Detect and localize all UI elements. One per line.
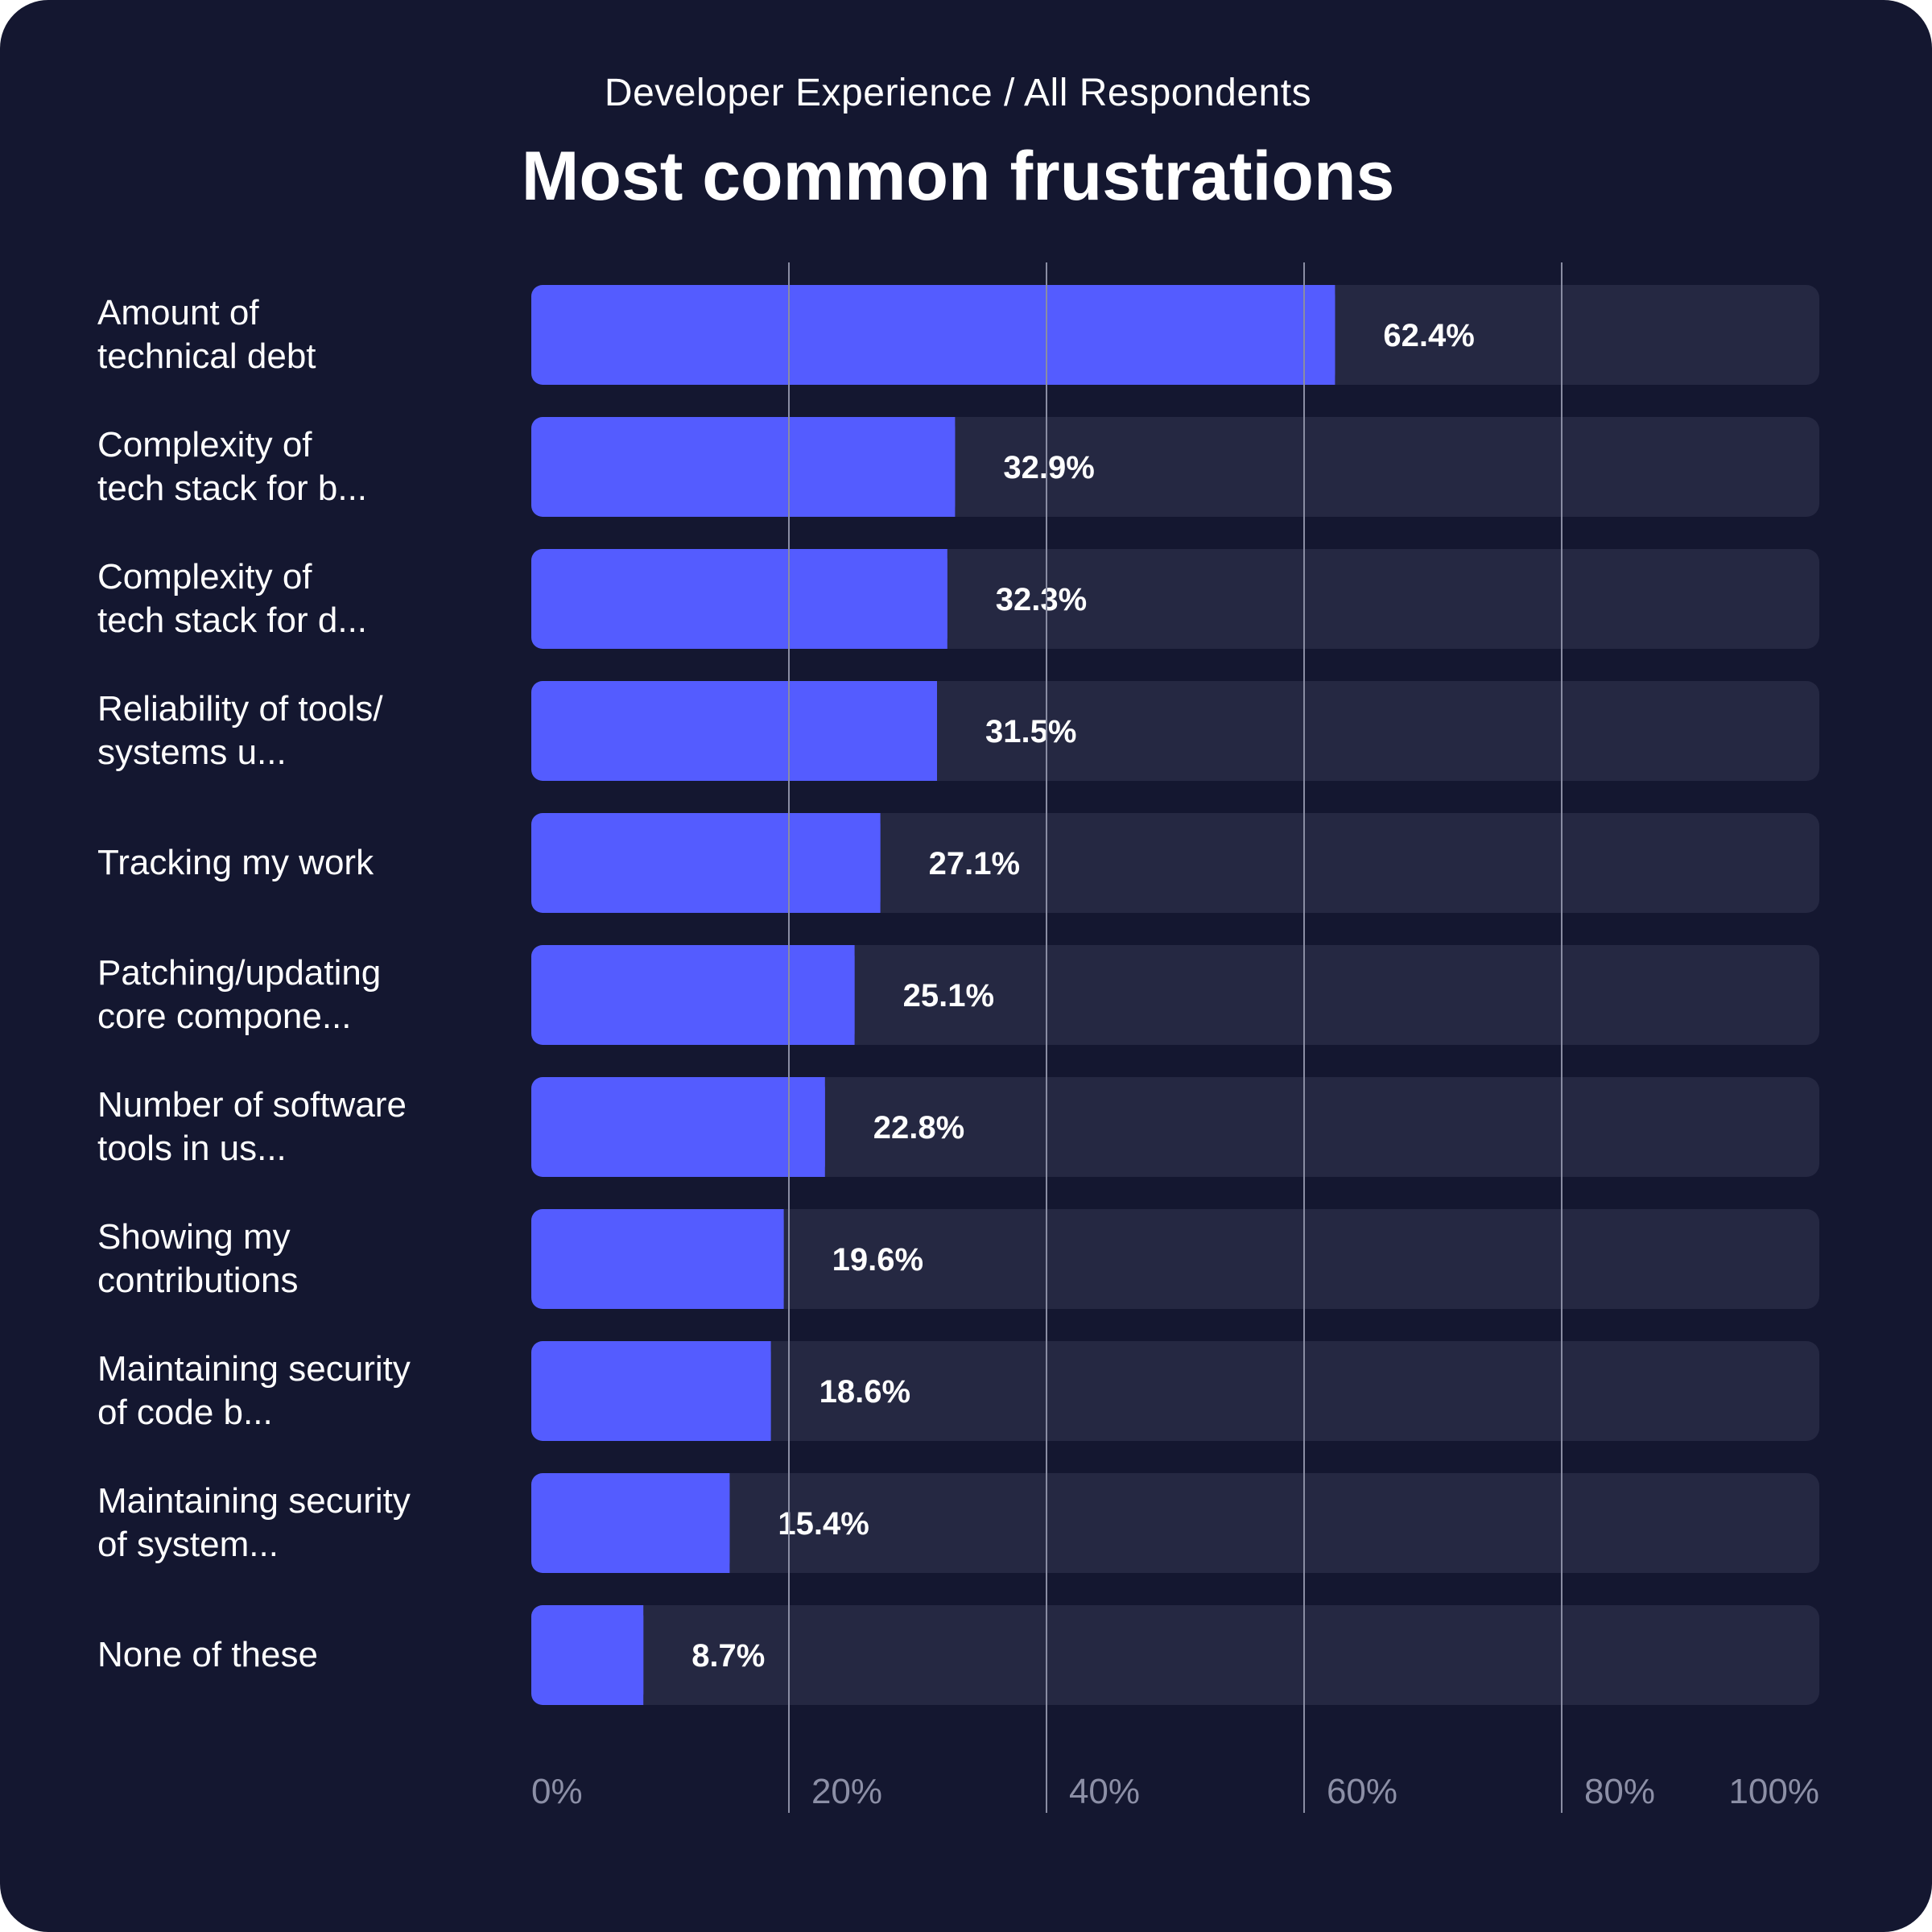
bar: [531, 417, 956, 517]
bar-end: [841, 945, 855, 1045]
category-label: Amount of technical debt: [97, 293, 316, 376]
data-label: 19.6%: [832, 1242, 923, 1278]
bar: [531, 681, 937, 781]
bar-track: [531, 1473, 1819, 1573]
data-label: 25.1%: [903, 978, 994, 1013]
bar: [531, 1209, 784, 1309]
bar-end: [867, 813, 881, 913]
bar-end: [770, 1209, 784, 1309]
x-tick-label: 0%: [531, 1772, 583, 1811]
x-tick-label: 80%: [1584, 1772, 1655, 1811]
bar-end: [758, 1341, 771, 1441]
bar-end: [630, 1605, 644, 1705]
category-label: Maintaining security of code b...: [97, 1349, 411, 1432]
data-label: 18.6%: [819, 1374, 910, 1410]
category-label: Number of software tools in us...: [97, 1085, 407, 1168]
x-tick-label: 100%: [1728, 1772, 1819, 1811]
category-label: Showing my contributions: [97, 1217, 299, 1300]
category-label: Complexity of tech stack for d...: [97, 557, 368, 640]
bar-track: [531, 1209, 1819, 1309]
bar-end: [1322, 285, 1335, 385]
bar: [531, 1473, 730, 1573]
category-label: Patching/updating core compone...: [97, 953, 382, 1036]
bar: [531, 549, 947, 649]
bar: [531, 945, 855, 1045]
x-tick-label: 40%: [1069, 1772, 1140, 1811]
bar: [531, 1341, 771, 1441]
data-label: 15.4%: [778, 1506, 869, 1542]
data-label: 22.8%: [873, 1110, 964, 1146]
chart-subtitle: Developer Experience / All Respondents: [604, 72, 1312, 114]
data-label: 27.1%: [929, 846, 1020, 881]
bar-track: [531, 1077, 1819, 1177]
data-label: 32.3%: [996, 582, 1087, 617]
data-label: 32.9%: [1003, 450, 1094, 485]
category-label: None of these: [97, 1635, 318, 1674]
x-tick-label: 60%: [1327, 1772, 1397, 1811]
bar: [531, 1605, 644, 1705]
bar: [531, 285, 1335, 385]
category-label: Maintaining security of system...: [97, 1481, 411, 1564]
data-label: 62.4%: [1383, 318, 1474, 353]
bar-end: [942, 417, 956, 517]
category-label: Reliability of tools/ systems u...: [97, 689, 383, 772]
category-label: Complexity of tech stack for b...: [97, 425, 368, 508]
chart-title: Most common frustrations: [521, 138, 1395, 215]
bar-end: [924, 681, 937, 781]
x-tick-label: 20%: [811, 1772, 882, 1811]
data-label: 8.7%: [691, 1638, 765, 1674]
bar: [531, 813, 881, 913]
bar-track: [531, 1341, 1819, 1441]
data-label: 31.5%: [985, 714, 1076, 749]
category-label: Tracking my work: [97, 843, 374, 882]
bar-end: [811, 1077, 825, 1177]
bar: [531, 1077, 825, 1177]
bar-end: [716, 1473, 730, 1573]
bar-end: [934, 549, 947, 649]
bar-track: [531, 1605, 1819, 1705]
